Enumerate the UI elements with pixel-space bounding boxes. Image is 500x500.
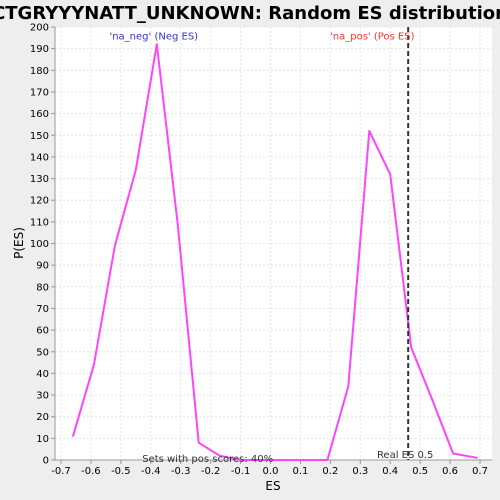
x-tick-label: -0.7 [51,466,71,477]
data-point [260,459,263,461]
data-point [239,459,242,461]
y-tick-label: 0 [43,456,49,467]
real-es-marker: Real ES 0.5 [377,27,433,461]
x-tick-label: 0.1 [292,466,308,477]
x-tick-label: 0.5 [412,466,428,477]
annotation-label: 'na_pos' (Pos ES) [330,32,415,43]
y-tick-label: 90 [36,261,49,272]
data-point [431,398,433,401]
y-tick-label: 190 [30,44,49,55]
data-point [302,459,305,461]
x-tick-label: -0.3 [171,466,191,477]
data-point [114,244,116,247]
x-tick-label: 0.6 [442,466,458,477]
data-point [368,130,371,132]
data-point [452,452,454,455]
y-tick-label: 150 [30,131,49,142]
data-point [218,454,221,457]
x-tick-label: -0.5 [111,466,131,477]
real-es-label: Real ES 0.5 [377,450,433,461]
y-tick-label: 160 [30,109,49,120]
data-point [93,363,95,366]
annotation-label: Sets with pos scores: 40% [142,454,273,465]
data-point [72,435,74,437]
data-point [347,385,350,388]
data-point [176,223,179,225]
x-tick-label: 0.0 [263,466,279,477]
chart-title: CTGRYYYNATT_UNKNOWN: Random ES distribut… [0,3,500,24]
x-axis-label: ES [265,479,280,493]
y-tick-label: 50 [36,347,49,358]
x-tick-label: 0.7 [472,466,488,477]
data-point [389,173,392,176]
x-tick-label: -0.1 [231,466,251,477]
x-tick-label: -0.2 [201,466,221,477]
y-tick-label: 20 [36,412,49,423]
x-tick-label: 0.4 [382,466,398,477]
data-point [281,459,284,461]
y-tick-label: 30 [36,391,49,402]
data-point [197,441,200,444]
data-point [326,459,329,461]
y-tick-label: 10 [36,434,49,445]
x-tick-label: -0.6 [81,466,101,477]
data-point [476,457,478,459]
annotation-label: 'na_neg' (Neg ES) [109,32,198,43]
y-tick-label: 60 [36,326,49,337]
y-axis-ticks: 0 10 20 30 40 50 60 70 80 90 100 110 120 130 140 150 160… [30,23,55,467]
y-tick-label: 140 [30,152,49,163]
y-tick-label: 100 [30,239,49,250]
y-tick-label: 80 [36,282,49,293]
y-tick-label: 130 [30,174,49,185]
annotations: 'na_neg' (Neg ES) 'na_pos' (Pos ES) Sets w… [109,32,414,465]
data-point [410,346,412,349]
y-tick-label: 110 [30,217,49,228]
x-tick-label: -0.4 [141,466,161,477]
y-axis-label: P(ES) [12,227,26,259]
y-tick-label: 170 [30,87,49,98]
x-tick-label: 0.2 [322,466,338,477]
y-tick-label: 120 [30,196,49,207]
x-tick-label: 0.3 [352,466,368,477]
y-tick-label: 40 [36,369,49,380]
data-point [135,169,137,171]
y-tick-label: 70 [36,304,49,315]
data-point [155,43,158,46]
y-tick-label: 200 [30,23,49,34]
x-axis-ticks: -0.7 -0.6 -0.5 -0.4 -0.3 -0.2 -0.1 0.0 0.1 0.2 0.3… [51,460,488,477]
y-tick-label: 180 [30,66,49,77]
